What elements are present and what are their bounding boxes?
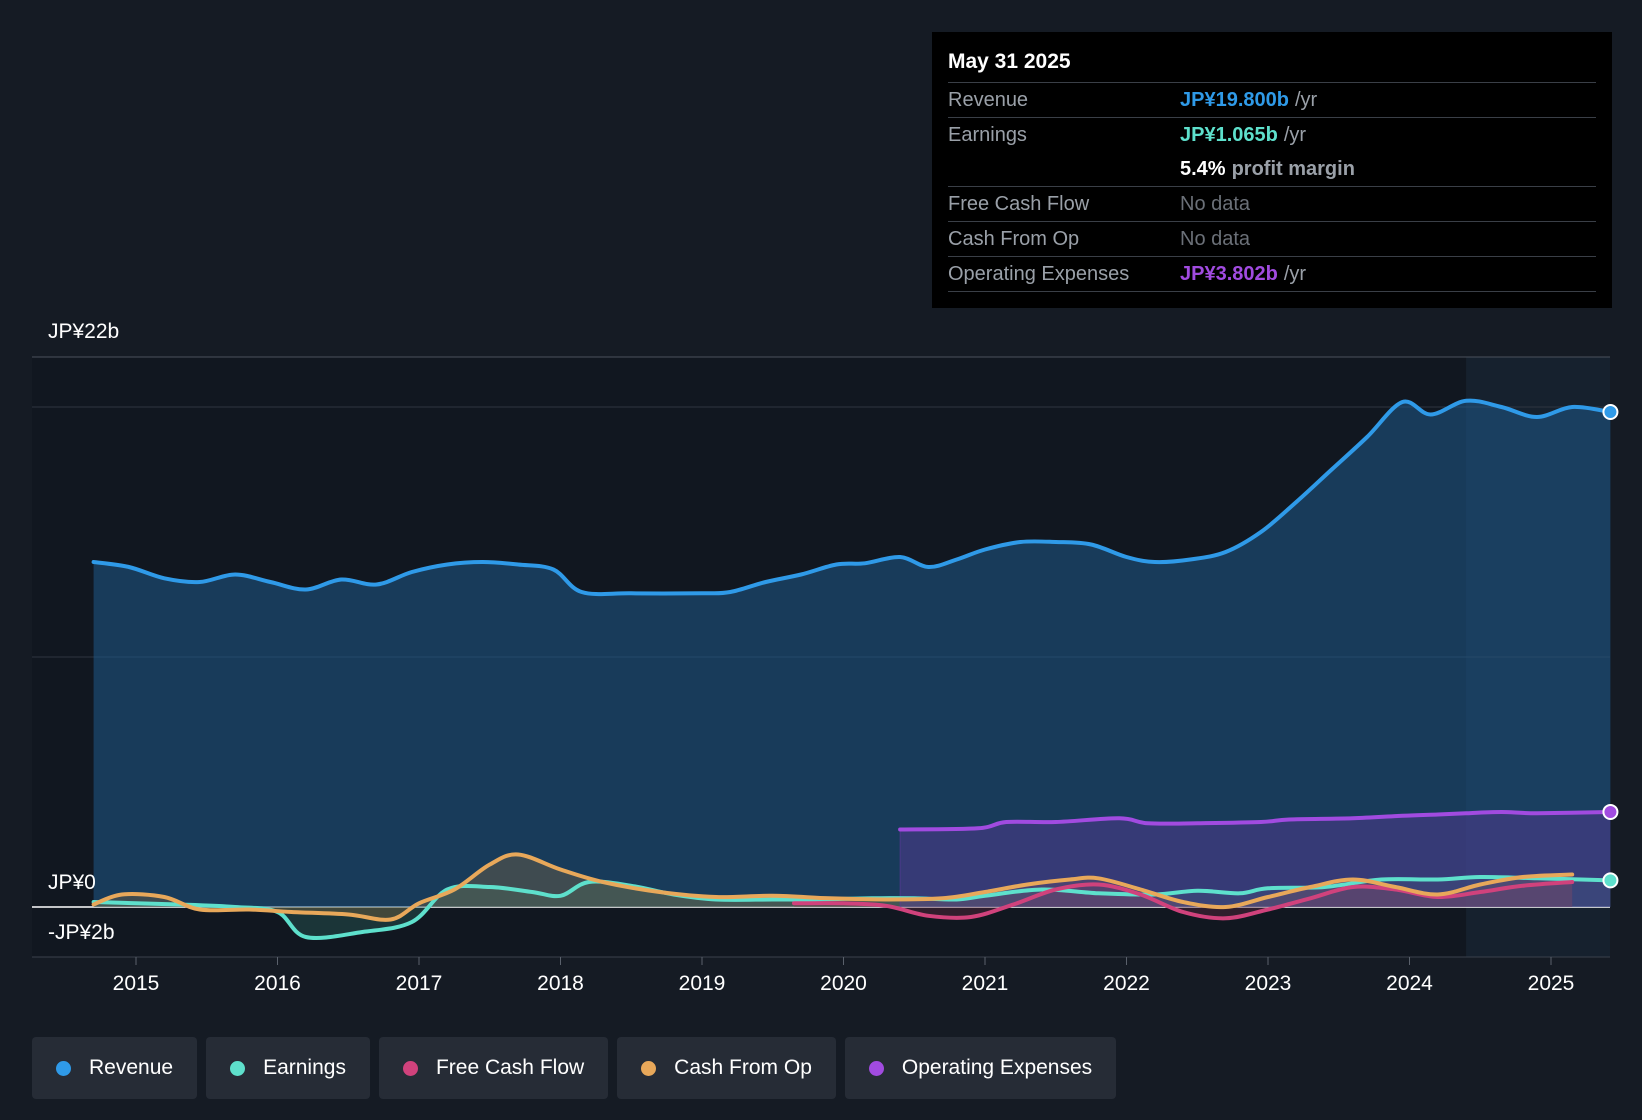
x-tick-label-2025: 2025: [1528, 972, 1575, 995]
series-line-fcf: [792, 880, 1575, 921]
tooltip-date: May 31 2025: [948, 46, 1596, 83]
legend-dot-earnings: [230, 1060, 246, 1076]
y-axis-zero-label: JP¥0: [48, 871, 96, 894]
y-axis-top-label: JP¥22b: [48, 320, 120, 343]
legend: Revenue Earnings Free Cash Flow Cash Fro…: [32, 1037, 1117, 1099]
tooltip-fcf-row: Free Cash Flow No data: [948, 187, 1596, 222]
series-line-opex: [898, 810, 1613, 832]
tooltip-fcf-value: No data: [1180, 193, 1251, 215]
x-tick-label-2022: 2022: [1103, 972, 1150, 995]
x-tick-label-2020: 2020: [820, 972, 867, 995]
legend-label-operating-expenses: Operating Expenses: [901, 1056, 1093, 1079]
tooltip-revenue-label: Revenue: [948, 89, 1029, 111]
legend-dot-cash-from-op: [641, 1060, 657, 1076]
area-opex: [900, 812, 1611, 907]
area-revenue: [93, 400, 1611, 907]
end-marker-revenue: [1602, 404, 1619, 420]
legend-label-earnings: Earnings: [263, 1056, 346, 1079]
tooltip-margin-label: profit margin: [1231, 158, 1355, 180]
tooltip-cfo-row: Cash From Op No data: [948, 222, 1596, 257]
legend-item-cash-from-op[interactable]: Cash From Op: [617, 1037, 836, 1099]
series-line-cfo: [91, 852, 1575, 922]
y-axis-bottom-label: -JP¥2b: [48, 921, 115, 944]
tooltip-earnings-value: JP¥1.065b: [1180, 124, 1278, 146]
tooltip-panel: May 31 2025 Revenue JP¥19.800b/yr Earnin…: [932, 32, 1612, 308]
tooltip-earnings-unit: /yr: [1283, 124, 1307, 146]
tooltip-fcf-label: Free Cash Flow: [948, 193, 1090, 215]
tooltip-opex-label: Operating Expenses: [948, 263, 1130, 285]
legend-item-earnings[interactable]: Earnings: [206, 1037, 370, 1099]
tooltip-earnings-row: Earnings JP¥1.065b/yr: [948, 118, 1596, 152]
tooltip-opex-row: Operating Expenses JP¥3.802b/yr: [948, 257, 1596, 292]
tooltip-opex-value: JP¥3.802b: [1180, 263, 1278, 285]
tooltip-revenue-value: JP¥19.800b: [1180, 89, 1289, 111]
end-marker-earnings: [1602, 872, 1619, 889]
legend-dot-revenue: [56, 1060, 71, 1076]
x-tick-label-2016: 2016: [254, 972, 301, 995]
tooltip-opex-unit: /yr: [1283, 263, 1307, 285]
tooltip-revenue-row: Revenue JP¥19.800b/yr: [948, 83, 1596, 118]
area-earnings: [93, 876, 1611, 938]
series-line-revenue: [91, 398, 1613, 597]
legend-item-free-cash-flow[interactable]: Free Cash Flow: [378, 1037, 609, 1099]
legend-label-cash-from-op: Cash From Op: [674, 1056, 812, 1079]
x-tick-label-2023: 2023: [1245, 972, 1292, 995]
x-tick-label-2015: 2015: [113, 972, 160, 995]
legend-item-revenue[interactable]: Revenue: [32, 1037, 198, 1099]
tooltip-margin-row: 5.4% profit margin: [948, 152, 1596, 187]
end-marker-opex: [1602, 803, 1619, 820]
legend-dot-operating-expenses: [868, 1060, 884, 1076]
legend-dot-free-cash-flow: [402, 1060, 418, 1076]
x-tick-label-2021: 2021: [962, 972, 1009, 995]
legend-item-operating-expenses[interactable]: Operating Expenses: [844, 1037, 1117, 1099]
x-tick-label-2024: 2024: [1386, 972, 1433, 995]
tooltip-revenue-unit: /yr: [1294, 89, 1318, 111]
tooltip-earnings-label: Earnings: [948, 124, 1027, 146]
tooltip-cfo-label: Cash From Op: [948, 228, 1080, 250]
tooltip-margin-value: 5.4%: [1180, 158, 1226, 180]
area-fcf: [794, 882, 1573, 919]
legend-label-revenue: Revenue: [89, 1056, 174, 1079]
area-cfo: [93, 854, 1573, 920]
x-tick-label-2019: 2019: [679, 972, 726, 995]
x-tick-label-2017: 2017: [396, 972, 443, 995]
tooltip-cfo-value: No data: [1180, 228, 1251, 250]
x-tick-label-2018: 2018: [537, 972, 584, 995]
legend-label-free-cash-flow: Free Cash Flow: [435, 1056, 585, 1079]
